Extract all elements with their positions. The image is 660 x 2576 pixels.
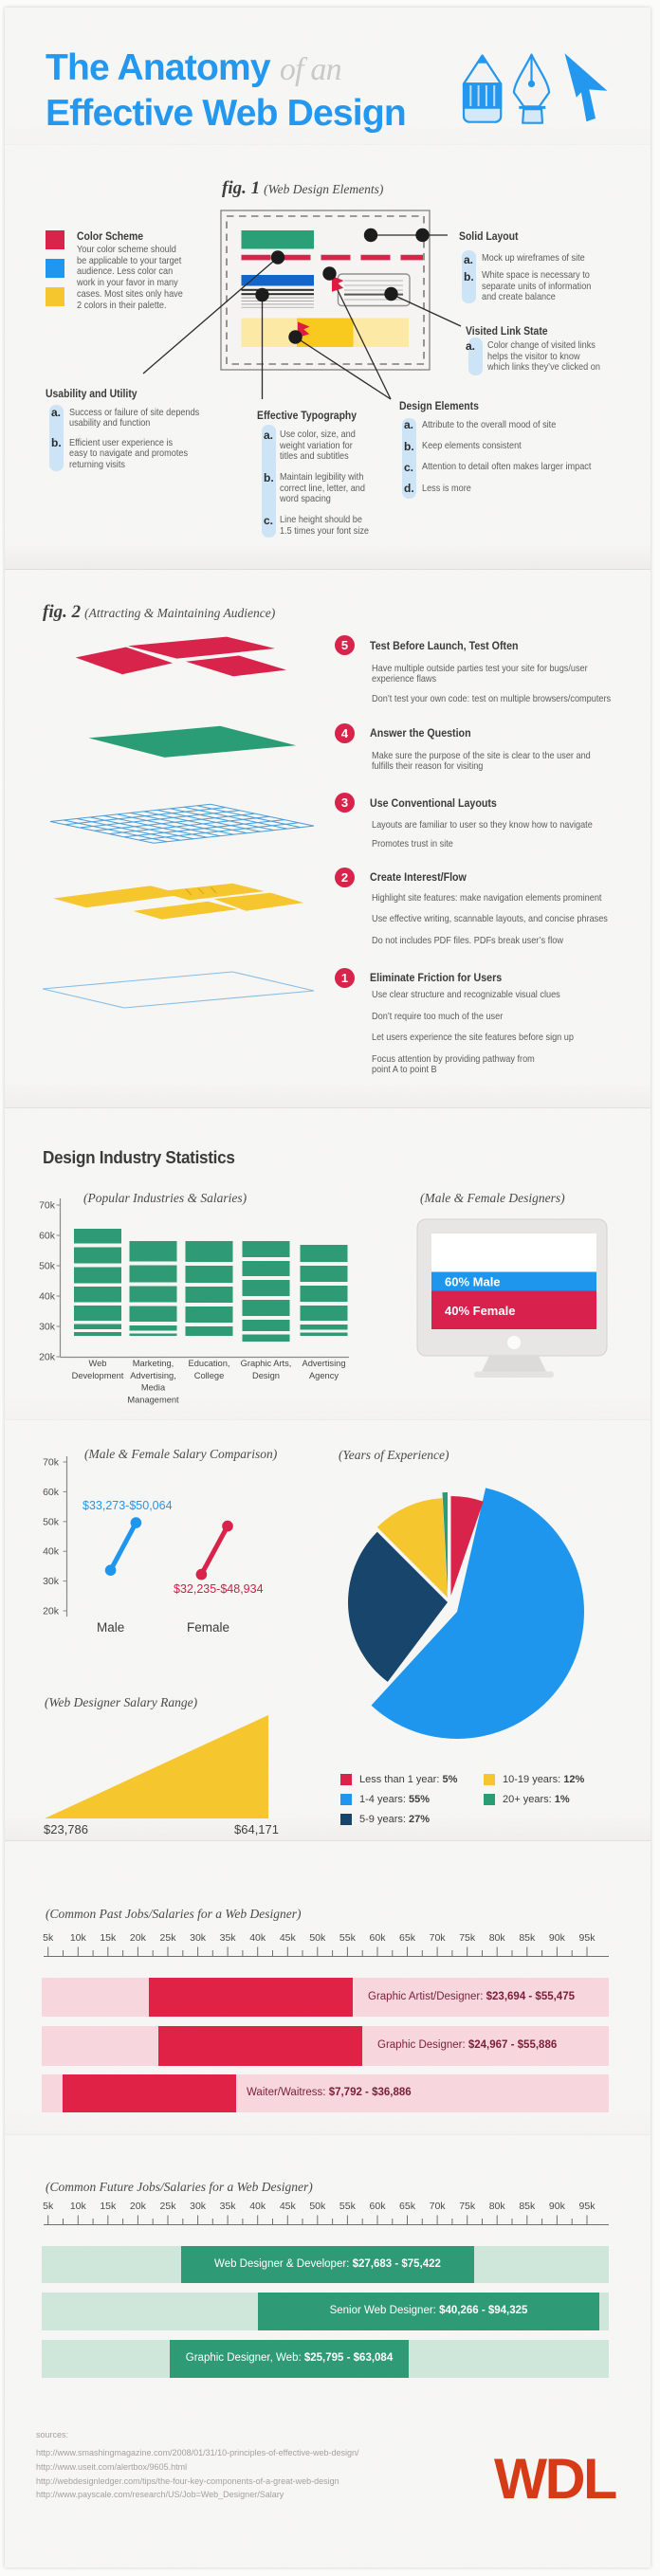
- svg-text:30k: 30k: [190, 2201, 207, 2212]
- svg-text:$64,171: $64,171: [234, 1822, 279, 1836]
- svg-text:25k: 25k: [160, 2201, 177, 2212]
- svg-text:$33,273-$50,064: $33,273-$50,064: [82, 1499, 173, 1512]
- svg-text:Graphic Arts,Design: Graphic Arts, Design: [241, 1359, 292, 1380]
- svg-text:20k: 20k: [130, 2201, 147, 2212]
- svg-text:$32,235-$48,934: $32,235-$48,934: [174, 1582, 264, 1596]
- svg-text:60k: 60k: [43, 1487, 60, 1498]
- svg-text:60% Male: 60% Male: [445, 1275, 501, 1289]
- svg-text:20k: 20k: [39, 1352, 56, 1363]
- svg-text:60k: 60k: [39, 1231, 56, 1242]
- svg-text:40k: 40k: [249, 1932, 266, 1944]
- svg-text:20k: 20k: [130, 1932, 147, 1944]
- svg-text:30k: 30k: [39, 1322, 56, 1333]
- svg-text:5k: 5k: [43, 1932, 54, 1944]
- svg-text:50k: 50k: [43, 1516, 60, 1527]
- svg-text:15k: 15k: [100, 2201, 117, 2212]
- svg-text:40k: 40k: [249, 2201, 266, 2212]
- svg-text:35k: 35k: [220, 1932, 237, 1944]
- svg-text:60k: 60k: [370, 2201, 387, 2212]
- svg-text:$23,786: $23,786: [44, 1822, 88, 1836]
- svg-text:Female: Female: [187, 1620, 229, 1635]
- svg-text:Education,College: Education, College: [189, 1359, 230, 1380]
- svg-text:65k: 65k: [399, 2201, 416, 2212]
- svg-text:70k: 70k: [39, 1200, 56, 1212]
- svg-text:85k: 85k: [519, 1932, 536, 1944]
- svg-text:80k: 80k: [489, 1932, 506, 1944]
- svg-text:90k: 90k: [549, 2201, 566, 2212]
- svg-text:10k: 10k: [70, 1932, 87, 1944]
- svg-text:30k: 30k: [43, 1576, 60, 1587]
- svg-text:35k: 35k: [220, 2201, 237, 2212]
- svg-text:45k: 45k: [280, 2201, 297, 2212]
- svg-text:15k: 15k: [100, 1932, 117, 1944]
- svg-text:55k: 55k: [339, 2201, 357, 2212]
- svg-text:Male: Male: [97, 1620, 124, 1635]
- svg-text:40% Female: 40% Female: [445, 1304, 515, 1318]
- svg-text:70k: 70k: [43, 1457, 60, 1469]
- svg-text:95k: 95k: [579, 2201, 596, 2212]
- svg-text:55k: 55k: [339, 1932, 357, 1944]
- svg-text:50k: 50k: [39, 1261, 56, 1272]
- svg-text:75k: 75k: [459, 2201, 476, 2212]
- svg-text:50k: 50k: [309, 1932, 326, 1944]
- svg-text:20k: 20k: [43, 1606, 60, 1617]
- svg-text:80k: 80k: [489, 2201, 506, 2212]
- svg-text:60k: 60k: [370, 1932, 387, 1944]
- svg-text:25k: 25k: [160, 1932, 177, 1944]
- svg-text:75k: 75k: [459, 1932, 476, 1944]
- svg-text:95k: 95k: [579, 1932, 596, 1944]
- svg-text:40k: 40k: [39, 1291, 56, 1303]
- svg-text:65k: 65k: [399, 1932, 416, 1944]
- svg-text:30k: 30k: [190, 1932, 207, 1944]
- svg-text:45k: 45k: [280, 1932, 297, 1944]
- svg-text:10k: 10k: [70, 2201, 87, 2212]
- svg-text:70k: 70k: [430, 2201, 447, 2212]
- svg-text:40k: 40k: [43, 1546, 60, 1558]
- svg-text:85k: 85k: [519, 2201, 536, 2212]
- svg-text:90k: 90k: [549, 1932, 566, 1944]
- svg-text:5k: 5k: [43, 2201, 54, 2212]
- svg-text:50k: 50k: [309, 2201, 326, 2212]
- svg-text:70k: 70k: [430, 1932, 447, 1944]
